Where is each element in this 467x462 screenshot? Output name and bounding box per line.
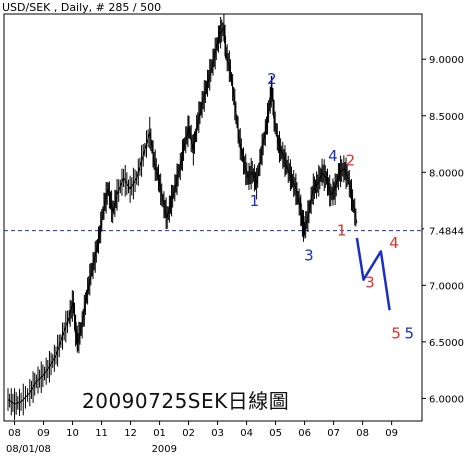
current-price-label: 7.4844: [429, 227, 464, 238]
x-tick-label: 09: [385, 428, 398, 439]
chart-title: USD/SEK , Daily, # 285 / 500: [2, 1, 162, 14]
price-line: [7, 26, 358, 405]
x-tick-label: 01: [153, 428, 166, 439]
projection-line: [355, 237, 391, 311]
wave-label: 3: [365, 274, 375, 292]
x-tick-label: 12: [124, 428, 137, 439]
x-tick-label: 10: [66, 428, 79, 439]
wave-label: 4: [389, 234, 399, 252]
y-tick-label: 7.0000: [429, 281, 464, 292]
wave-label: 4: [328, 147, 338, 165]
y-tick-label: 9.0000: [429, 55, 464, 66]
x-tick-label: 02: [182, 428, 195, 439]
y-tick-label: 6.0000: [429, 394, 464, 405]
x-tick-label: 03: [211, 428, 224, 439]
wave-label: 1: [337, 222, 347, 240]
x-tick-label: 08: [356, 428, 369, 439]
wave-label: 2: [267, 70, 277, 88]
x-tick-label: 08: [8, 428, 21, 439]
wave-label: 2: [346, 151, 356, 169]
y-tick-label: 6.5000: [429, 338, 464, 349]
x-sub-label: 2009: [152, 444, 177, 455]
wave-label: 3: [304, 246, 314, 264]
chart-watermark: 20090725SEK日線圖: [82, 389, 290, 413]
x-tick-label: 09: [37, 428, 50, 439]
wave-label: 1: [250, 192, 260, 210]
x-tick-label: 06: [298, 428, 311, 439]
x-tick-label: 05: [269, 428, 282, 439]
wave-label: 5: [391, 324, 401, 342]
y-tick-label: 8.5000: [429, 112, 464, 123]
x-tick-label: 11: [95, 428, 108, 439]
wave-label: 5: [405, 324, 415, 342]
y-tick-label: 8.0000: [429, 168, 464, 179]
x-sub-label: 08/01/08: [6, 444, 51, 455]
plot-frame: [3, 13, 423, 422]
x-tick-label: 07: [327, 428, 340, 439]
current-price-box: [424, 223, 467, 238]
x-tick-label: 04: [240, 428, 253, 439]
